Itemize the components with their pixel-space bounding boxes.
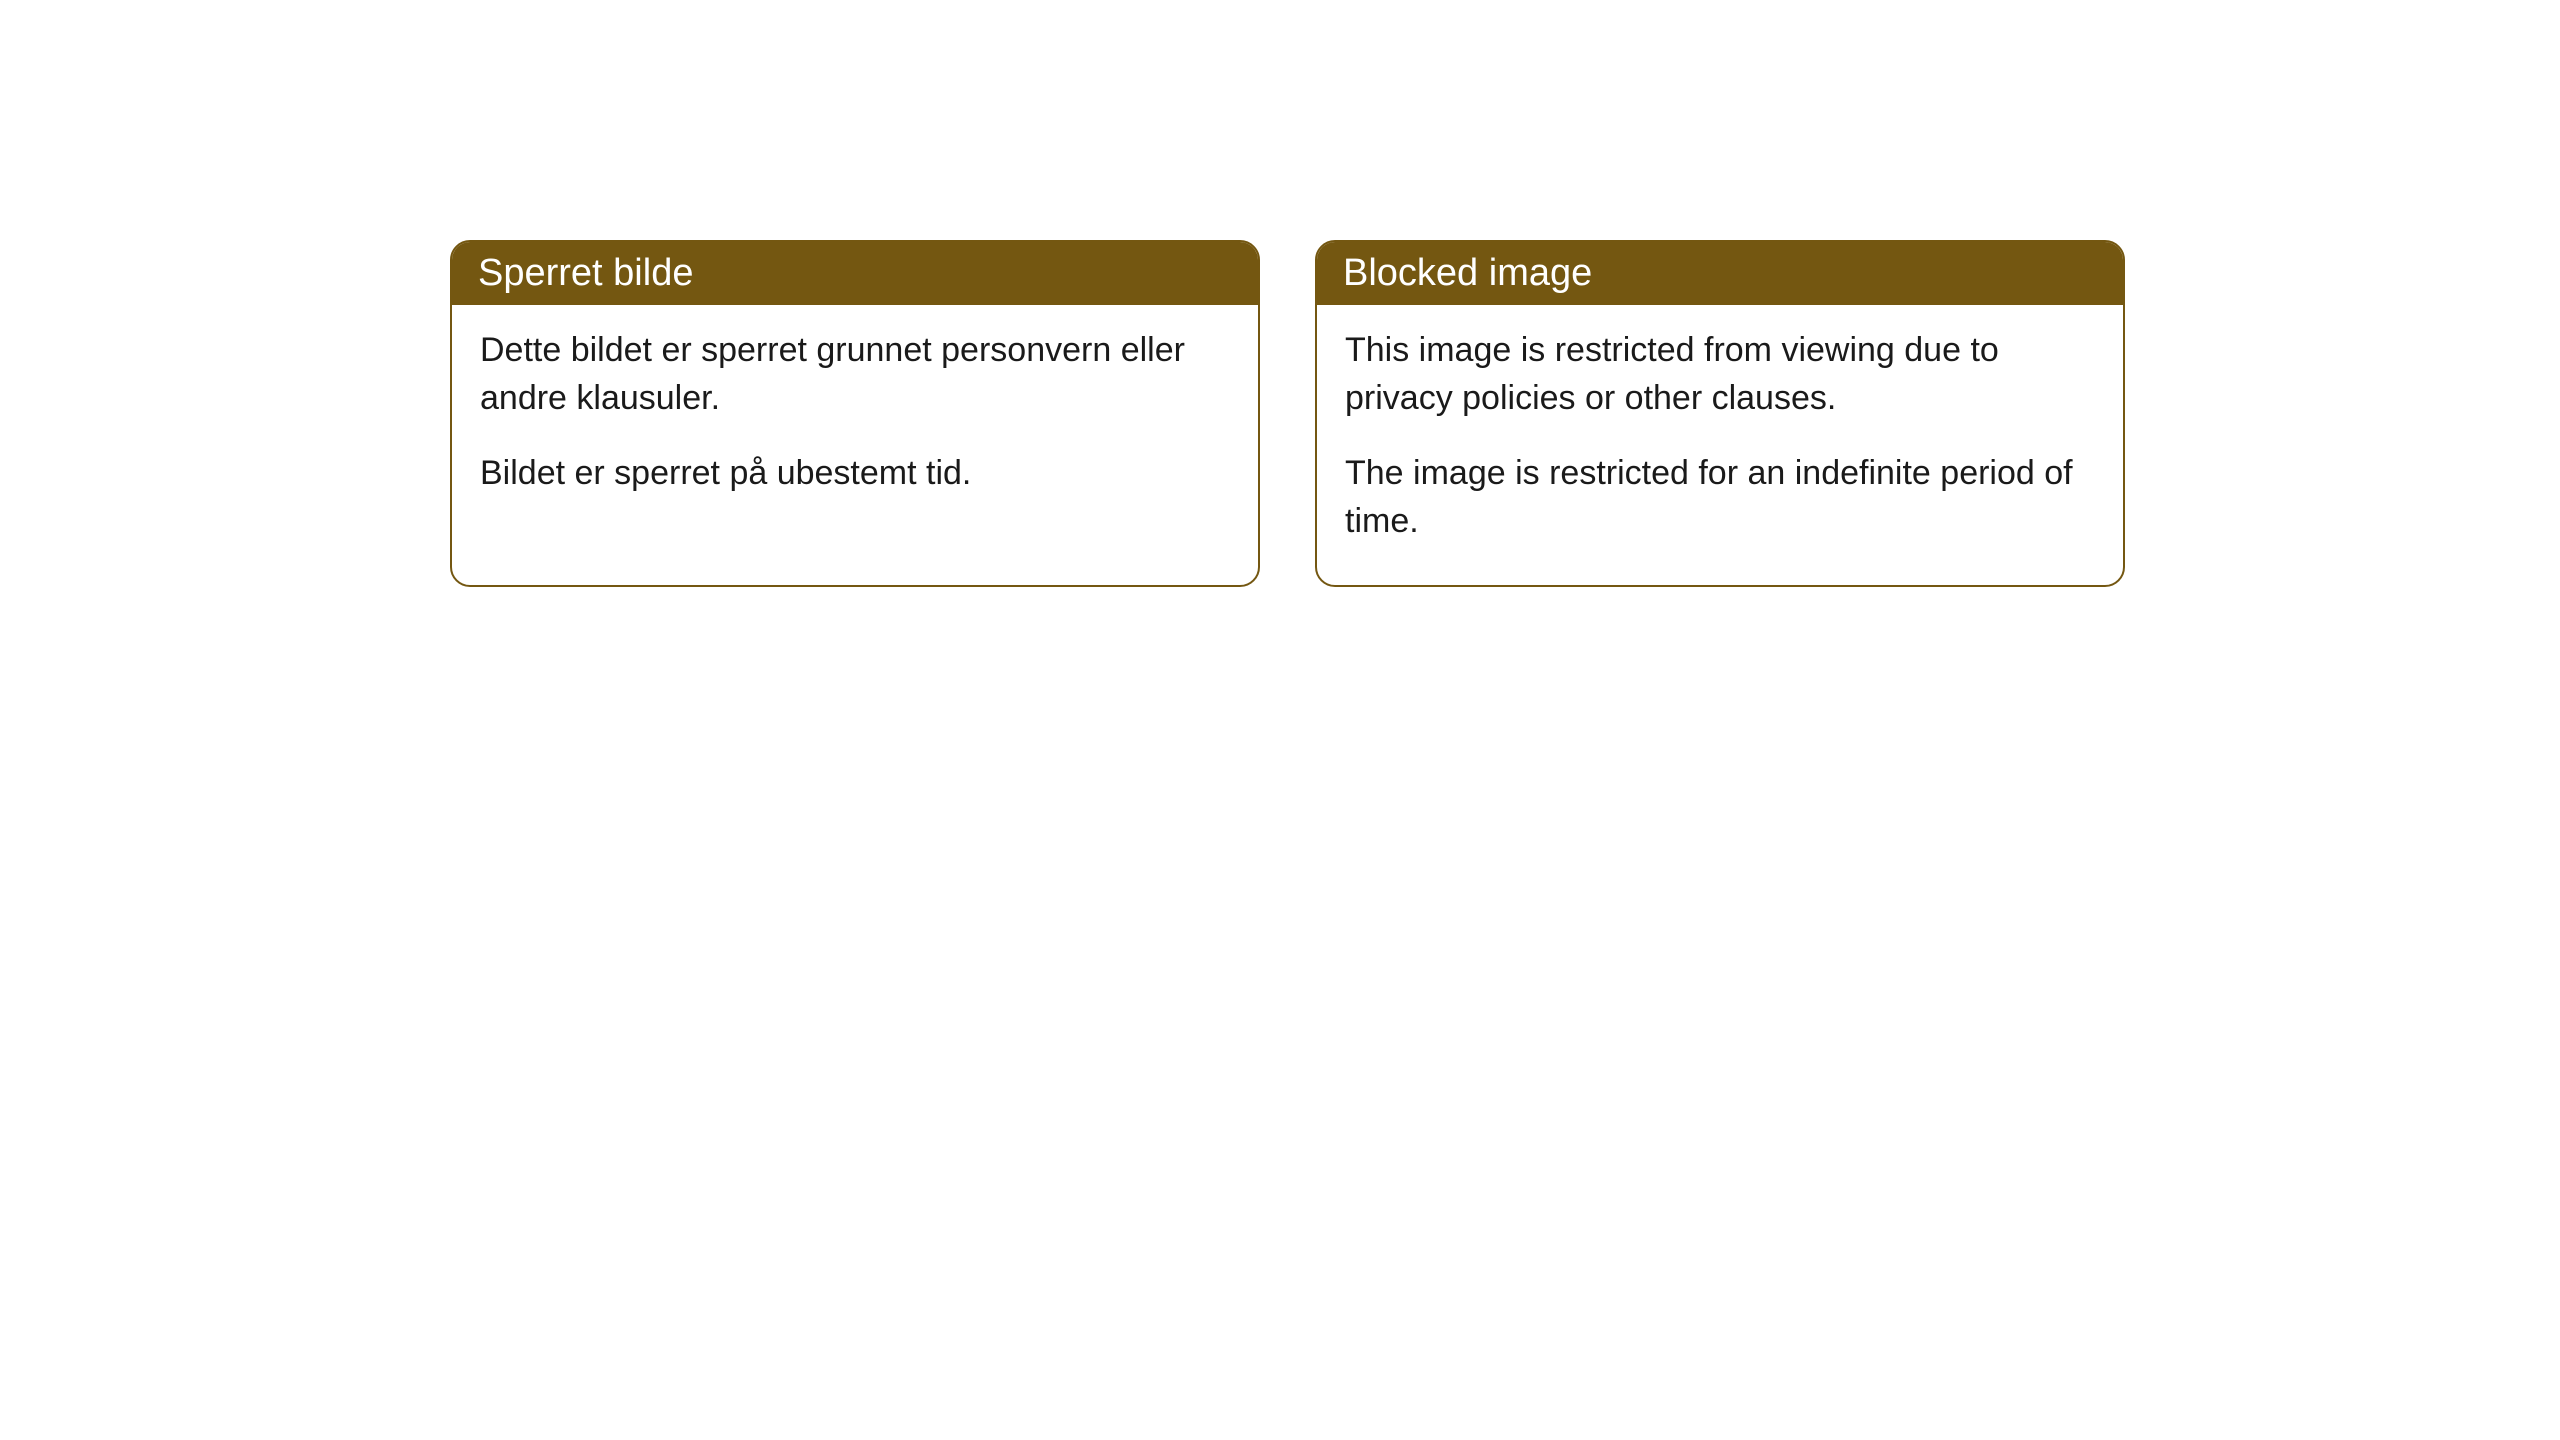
- card-header-english: Blocked image: [1317, 242, 2123, 305]
- notice-paragraph-2: The image is restricted for an indefinit…: [1345, 450, 2095, 545]
- card-body-english: This image is restricted from viewing du…: [1317, 305, 2123, 585]
- notice-paragraph-2: Bildet er sperret på ubestemt tid.: [480, 450, 1230, 498]
- blocked-image-card-norwegian: Sperret bilde Dette bildet er sperret gr…: [450, 240, 1260, 587]
- notice-container: Sperret bilde Dette bildet er sperret gr…: [450, 240, 2560, 587]
- notice-paragraph-1: This image is restricted from viewing du…: [1345, 327, 2095, 422]
- card-title: Sperret bilde: [478, 252, 693, 294]
- card-title: Blocked image: [1343, 252, 1592, 294]
- card-header-norwegian: Sperret bilde: [452, 242, 1258, 305]
- blocked-image-card-english: Blocked image This image is restricted f…: [1315, 240, 2125, 587]
- card-body-norwegian: Dette bildet er sperret grunnet personve…: [452, 305, 1258, 538]
- notice-paragraph-1: Dette bildet er sperret grunnet personve…: [480, 327, 1230, 422]
